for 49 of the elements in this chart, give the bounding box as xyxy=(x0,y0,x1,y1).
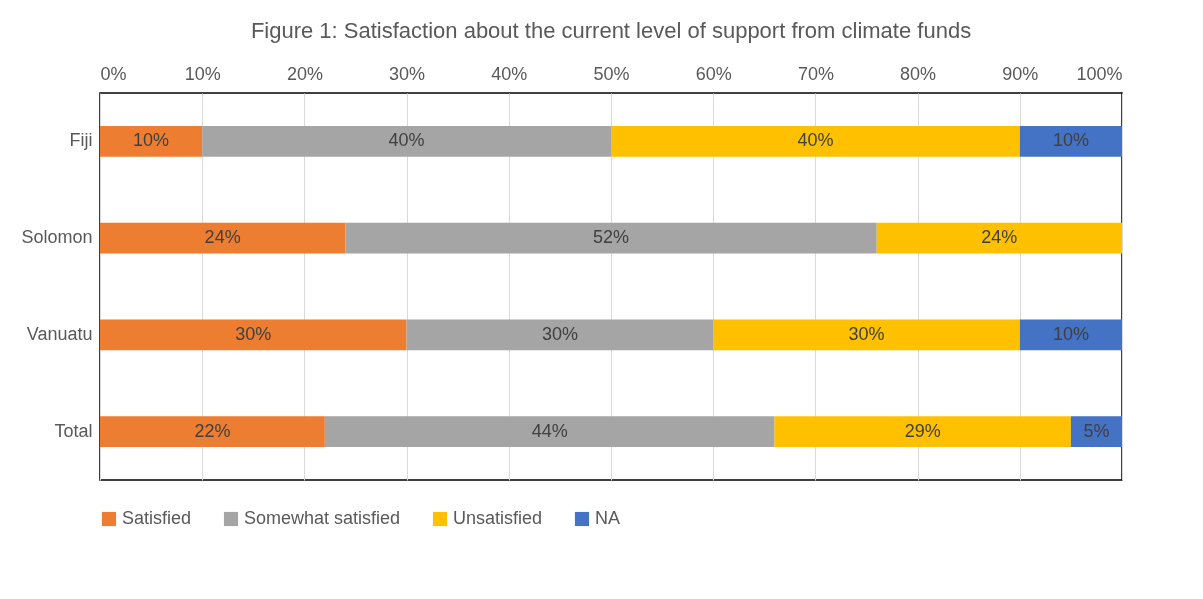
bar xyxy=(324,416,775,448)
data-label: 29% xyxy=(904,420,941,441)
data-label: 22% xyxy=(194,420,231,441)
data-label: 44% xyxy=(531,420,568,441)
bar xyxy=(1019,125,1122,157)
data-label: 10% xyxy=(1052,323,1089,344)
bar xyxy=(406,319,714,351)
legend-label: Satisfied xyxy=(122,508,192,528)
x-tick-label: 0% xyxy=(100,63,127,84)
data-label: 5% xyxy=(1083,420,1110,441)
x-tick-label: 20% xyxy=(286,63,323,84)
x-tick-label: 80% xyxy=(900,63,937,84)
data-label: 52% xyxy=(592,227,630,248)
bar xyxy=(100,125,203,157)
bar xyxy=(202,125,611,157)
y-tick-label: Fiji xyxy=(69,130,93,151)
bar xyxy=(774,416,1071,448)
data-label: 30% xyxy=(541,323,578,344)
data-label: 10% xyxy=(133,130,170,151)
y-tick-label: Vanuatu xyxy=(26,323,93,344)
bar xyxy=(1019,319,1122,351)
data-label: 24% xyxy=(204,227,241,248)
x-tick-label: 50% xyxy=(593,63,630,84)
bar xyxy=(611,125,1020,157)
chart-title: Figure 1: Satisfaction about the current level of support from climate funds xyxy=(250,18,972,43)
bar xyxy=(100,222,346,254)
x-tick-label: 60% xyxy=(695,63,732,84)
bar xyxy=(345,222,877,254)
x-tick-label: 90% xyxy=(1002,63,1039,84)
legend-label: Somewhat satisfied xyxy=(244,508,401,528)
data-label: 40% xyxy=(388,130,425,151)
x-tick-label: 10% xyxy=(184,63,221,84)
x-tick-label: 40% xyxy=(491,63,528,84)
legend-label: NA xyxy=(595,508,621,528)
legend-label: Unsatisfied xyxy=(453,508,543,528)
y-tick-label: Total xyxy=(54,420,93,441)
data-label: 30% xyxy=(235,323,272,344)
bar xyxy=(713,319,1020,351)
data-label: 10% xyxy=(1052,130,1089,151)
x-tick-label: 70% xyxy=(797,63,834,84)
x-tick-label: 30% xyxy=(389,63,426,84)
data-label: 40% xyxy=(797,130,834,151)
bar xyxy=(876,222,1122,254)
data-label: 24% xyxy=(981,227,1018,248)
y-tick-label: Solomon xyxy=(21,227,93,248)
data-label: 30% xyxy=(848,323,885,344)
bar xyxy=(100,416,325,448)
x-tick-label: 100% xyxy=(1076,63,1123,84)
bar xyxy=(100,319,407,351)
